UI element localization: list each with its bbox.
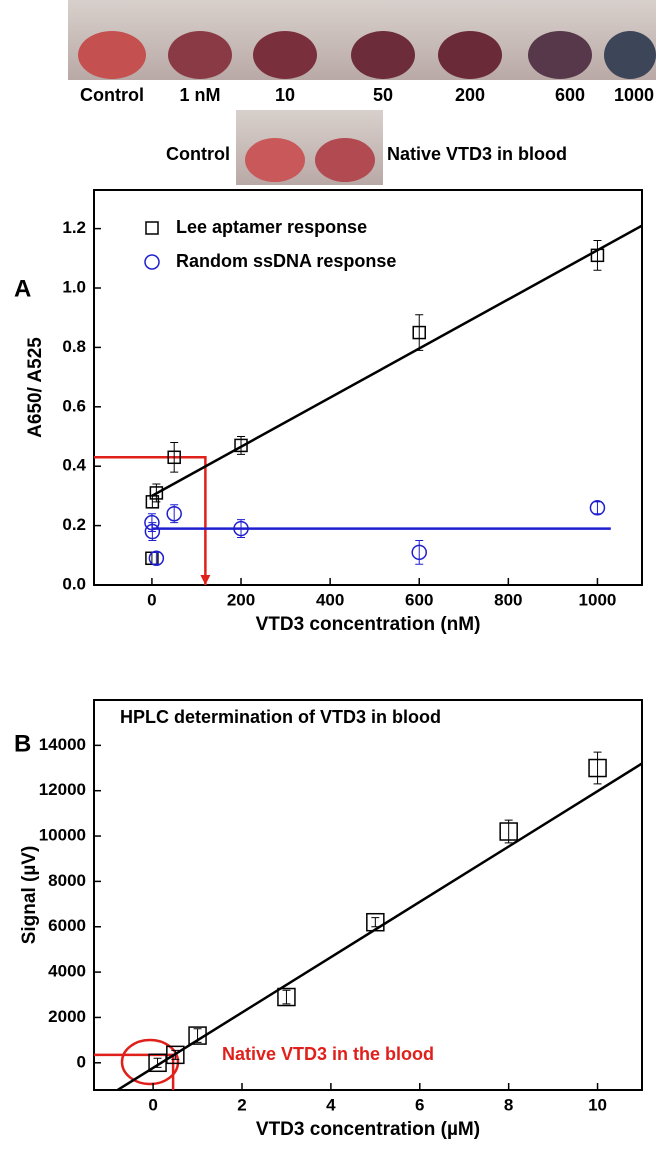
chart-title: HPLC determination of VTD3 in blood: [120, 707, 441, 727]
x-tick-label: 6: [415, 1095, 424, 1114]
error-bar: [504, 819, 513, 844]
data-point: [588, 758, 607, 778]
data-point: [366, 912, 385, 932]
y-tick-label: 0.0: [62, 574, 86, 593]
y-tick-label: 0: [77, 1052, 86, 1071]
error-bar: [170, 441, 179, 473]
plot-frame: [93, 699, 643, 1091]
legend-label: Random ssDNA response: [176, 251, 396, 271]
error-bar: [153, 1057, 162, 1068]
photo-label: 10: [275, 85, 295, 105]
fit-line: [116, 762, 643, 1092]
x-tick-label: 2: [237, 1095, 246, 1114]
data-point: [233, 520, 249, 537]
panel-label: B: [14, 730, 31, 757]
photo-label: Control: [80, 85, 144, 105]
photo-label: 50: [373, 85, 393, 105]
error-bar: [237, 519, 246, 538]
y-tick-label: 6000: [48, 916, 86, 935]
y-tick-label: 2000: [48, 1007, 86, 1026]
highlight-circle: [120, 1038, 180, 1086]
y-axis-label: Signal (µV): [19, 846, 40, 945]
photo-label: 600: [555, 85, 585, 105]
fit-line: [151, 224, 643, 497]
x-tick-label: 200: [227, 590, 255, 609]
legend-marker: [144, 254, 160, 270]
error-bar: [415, 314, 424, 351]
error-bar: [593, 751, 602, 785]
x-tick-label: 800: [494, 590, 522, 609]
y-tick-label: 0.4: [62, 456, 86, 475]
y-tick-label: 0.2: [62, 515, 86, 534]
guide-arrow: [200, 575, 211, 585]
x-tick-label: 0: [147, 590, 156, 609]
guide-line: [94, 1053, 175, 1090]
data-point: [148, 550, 165, 567]
data-point: [590, 248, 605, 263]
x-tick-label: 0: [148, 1095, 157, 1114]
data-point: [148, 1053, 167, 1073]
photo-label: 1000: [614, 85, 654, 105]
photo-label: 1 nM: [179, 85, 220, 105]
annotation: Native VTD3 in the blood: [222, 1044, 434, 1064]
plot-frame: [93, 189, 643, 586]
data-point: [188, 1026, 207, 1045]
error-bar: [193, 1028, 202, 1043]
x-tick-label: 600: [405, 590, 433, 609]
data-point: [277, 987, 296, 1007]
y-tick-label: 10000: [39, 826, 86, 845]
y-tick-label: 0.8: [62, 337, 86, 356]
x-tick-label: 1000: [579, 590, 617, 609]
data-point: [167, 450, 181, 465]
x-tick-label: 4: [326, 1095, 336, 1114]
y-tick-label: 4000: [48, 962, 86, 981]
guide-line: [94, 456, 207, 585]
legend-marker: [145, 221, 159, 235]
photo-label: Control: [166, 144, 230, 164]
panel-label: A: [14, 275, 31, 302]
tube-photo-row1: [68, 0, 656, 80]
error-bar: [148, 522, 157, 541]
error-bar: [371, 917, 380, 928]
error-bar: [170, 504, 179, 524]
data-point: [499, 822, 518, 841]
data-point: [411, 544, 427, 561]
y-tick-label: 1.2: [62, 218, 86, 237]
data-point: [144, 523, 161, 540]
y-axis-label: A650/ A525: [25, 337, 46, 438]
y-tick-label: 0.6: [62, 396, 86, 415]
data-point: [234, 438, 248, 453]
data-point: [166, 1045, 185, 1065]
data-point: [589, 500, 606, 516]
legend-label: Lee aptamer response: [176, 217, 367, 237]
x-tick-label: 8: [504, 1095, 513, 1114]
x-axis-label: VTD3 concentration (µM): [256, 1119, 480, 1140]
photo-label: 200: [455, 85, 485, 105]
data-point: [412, 325, 426, 340]
x-tick-label: 400: [316, 590, 344, 609]
error-bar: [415, 539, 424, 565]
y-tick-label: 8000: [48, 871, 86, 890]
x-tick-label: 10: [588, 1095, 607, 1114]
data-point: [149, 486, 164, 500]
error-bar: [593, 501, 602, 515]
y-tick-label: 14000: [39, 735, 86, 754]
y-tick-label: 1.0: [62, 277, 86, 296]
x-axis-label: VTD3 concentration (nM): [256, 614, 481, 635]
tube-photo-row2: [236, 110, 383, 185]
error-bar: [282, 989, 291, 1005]
data-point: [166, 505, 182, 522]
y-tick-label: 12000: [39, 780, 86, 799]
error-bar: [171, 1049, 180, 1060]
error-bar: [152, 551, 161, 565]
photo-label: Native VTD3 in blood: [387, 144, 567, 164]
error-bar: [593, 239, 602, 271]
